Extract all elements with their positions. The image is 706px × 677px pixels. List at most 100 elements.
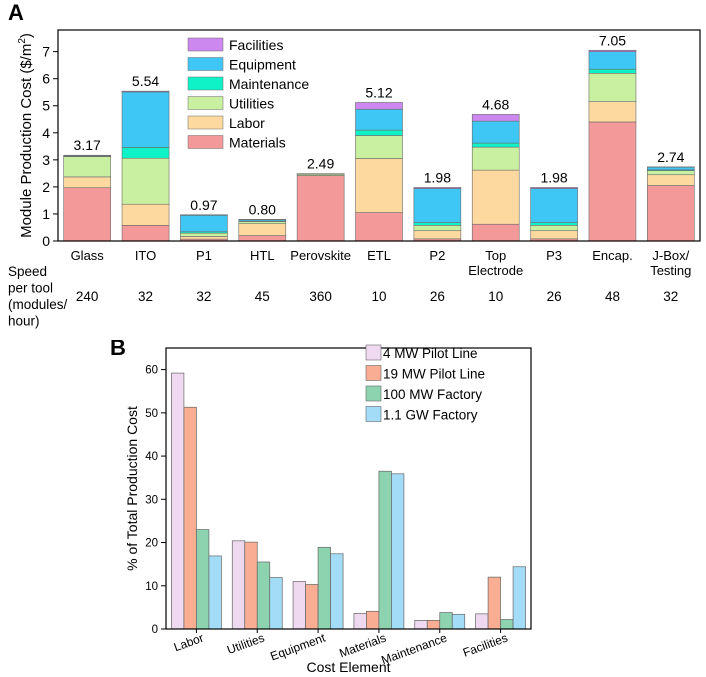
y-tick-label-b: 60 bbox=[145, 365, 158, 377]
bar-total-label: 0.80 bbox=[249, 201, 276, 217]
y-tick-label-b: 50 bbox=[145, 408, 158, 420]
bar-total-label: 5.54 bbox=[132, 73, 159, 89]
bar-segment bbox=[355, 102, 403, 110]
plot-frame-b bbox=[165, 347, 532, 630]
bar-segment bbox=[355, 158, 403, 213]
legend-label-a: Equipment bbox=[229, 57, 296, 73]
legend-swatch-b bbox=[365, 344, 382, 361]
y-tick-label-a: 3 bbox=[42, 152, 50, 168]
bar-segment bbox=[355, 129, 403, 136]
bar-total-label: 1.98 bbox=[424, 169, 451, 185]
y-tick-label-a: 7 bbox=[42, 44, 50, 60]
speed-value: 240 bbox=[76, 289, 99, 304]
legend-label-b: 4 MW Pilot Line bbox=[383, 346, 478, 361]
bar bbox=[305, 584, 319, 630]
speed-value: 360 bbox=[309, 289, 332, 304]
bar bbox=[256, 561, 271, 630]
legend-label-a: Labor bbox=[229, 115, 265, 131]
y-tick-label-b: 10 bbox=[145, 581, 158, 593]
x-axis-label-b: Cost Element bbox=[306, 659, 390, 675]
bar-segment bbox=[121, 90, 170, 93]
bar bbox=[330, 553, 344, 630]
legend-swatch-b bbox=[365, 406, 382, 422]
bar-segment bbox=[355, 135, 403, 159]
bar-segment bbox=[180, 232, 228, 237]
bar-segment bbox=[471, 114, 520, 122]
legend-swatch-a bbox=[187, 135, 224, 149]
bar-total-label: 5.12 bbox=[365, 84, 392, 100]
bar-segment bbox=[647, 185, 695, 242]
bar bbox=[183, 406, 197, 630]
legend-label-a: Materials bbox=[229, 135, 286, 151]
y-tick-label-a: 5 bbox=[42, 98, 50, 114]
bar bbox=[391, 473, 405, 630]
bar-segment bbox=[588, 72, 637, 102]
legend-swatch-b bbox=[365, 385, 382, 402]
bar bbox=[208, 555, 222, 630]
legend-swatch-a bbox=[187, 76, 224, 91]
bar-segment bbox=[413, 187, 462, 189]
y-axis-label-a: Module Production Cost ($/m2) bbox=[17, 33, 35, 238]
y-axis-label-b: % of Total Production Cost bbox=[124, 406, 140, 571]
speed-value: 10 bbox=[371, 289, 386, 304]
y-axis-label-a-close: ) bbox=[18, 33, 35, 38]
bar-segment bbox=[121, 203, 170, 226]
bar-total-label: 2.49 bbox=[307, 156, 334, 172]
bar-segment bbox=[588, 51, 637, 70]
y-axis-label-a-main: Module Production Cost ($/m bbox=[18, 44, 35, 238]
bar-segment bbox=[647, 174, 695, 186]
y-tick-label-b: 20 bbox=[145, 538, 158, 550]
speed-value: 45 bbox=[255, 289, 270, 304]
y-tick-label-a: 0 bbox=[42, 233, 50, 249]
y-tick-label-b: 40 bbox=[145, 451, 158, 463]
legend-label-b: 1.1 GW Factory bbox=[383, 408, 478, 423]
bar-segment bbox=[530, 225, 578, 232]
bar bbox=[512, 566, 526, 630]
x-tick-label-a: ITO bbox=[135, 248, 156, 263]
x-tick-label-a: P1 bbox=[196, 248, 212, 263]
speed-value: 48 bbox=[605, 289, 620, 304]
x-tick-label-a: P3 bbox=[546, 248, 562, 263]
bar-segment bbox=[530, 230, 578, 240]
x-tick-label-b: Utilities bbox=[225, 631, 266, 657]
panel-b-label: B bbox=[110, 340, 126, 360]
panel-a-label: A bbox=[8, 0, 24, 25]
speed-value: 26 bbox=[430, 289, 445, 304]
x-tick-label-a: HTL bbox=[250, 248, 275, 263]
bar-segment bbox=[413, 225, 462, 232]
y-tick-label-a: 6 bbox=[42, 71, 50, 87]
bar-segment bbox=[238, 223, 287, 236]
bar-segment bbox=[413, 188, 462, 223]
bars-a bbox=[63, 49, 695, 242]
legend-label-a: Maintenance bbox=[229, 76, 309, 92]
bar-segment bbox=[647, 166, 695, 171]
x-tick-label-a: Top bbox=[485, 248, 506, 263]
plot-frame-a bbox=[57, 29, 701, 242]
y-tick-label-a: 1 bbox=[42, 206, 50, 222]
bar bbox=[196, 529, 210, 630]
legend-label-a: Facilities bbox=[229, 37, 283, 53]
bar bbox=[426, 620, 441, 630]
bar bbox=[475, 613, 489, 630]
bar-segment bbox=[530, 222, 578, 226]
bar-total-label: 4.68 bbox=[482, 96, 509, 112]
bar-segment bbox=[413, 222, 462, 226]
legend-a: Facilities Equipment Maintenance Utilities L… bbox=[187, 37, 309, 151]
x-tick-label-a: P2 bbox=[429, 248, 445, 263]
bar bbox=[317, 546, 331, 630]
bars-b bbox=[171, 372, 526, 630]
bar bbox=[500, 619, 514, 630]
bar-segment bbox=[588, 68, 637, 74]
bar-segment bbox=[180, 215, 228, 233]
bar bbox=[378, 470, 392, 630]
bar-segment bbox=[471, 120, 520, 144]
x-tick-label-a: ETL bbox=[367, 248, 391, 263]
bar-segment bbox=[647, 170, 695, 176]
bar-segment bbox=[413, 230, 462, 240]
x-tick-label-b: Labor bbox=[172, 631, 206, 655]
bar-segment bbox=[63, 176, 111, 189]
legend-label-a: Utilities bbox=[229, 96, 274, 112]
bar-segment bbox=[180, 236, 228, 240]
